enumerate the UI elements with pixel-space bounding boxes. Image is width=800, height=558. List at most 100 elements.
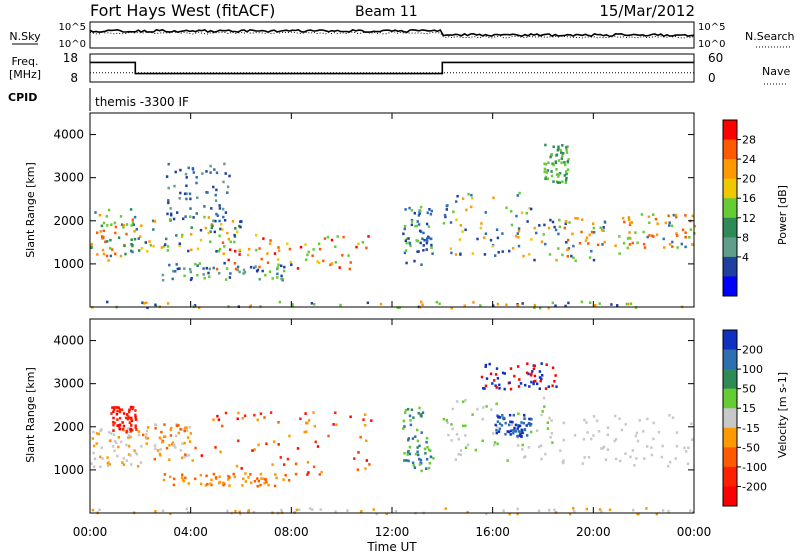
echo-cell <box>572 256 575 260</box>
echo-cell <box>239 512 242 516</box>
echo-cell <box>182 479 186 483</box>
echo-cell <box>204 484 208 487</box>
echo-cell <box>405 459 408 462</box>
echo-cell <box>289 260 292 264</box>
echo-cell <box>661 509 665 512</box>
echo-cell <box>120 408 124 412</box>
echo-cell <box>655 233 659 237</box>
echo-cell <box>407 437 410 440</box>
echo-cell <box>582 438 586 441</box>
y-tick-label: 1000 <box>53 463 84 477</box>
echo-cell <box>418 229 422 233</box>
echo-cell <box>450 423 453 426</box>
echo-cell <box>312 465 316 469</box>
echo-cell <box>179 191 182 195</box>
echo-cell <box>243 271 247 274</box>
y-tick-label: 2000 <box>53 214 84 228</box>
echo-cell <box>260 477 263 480</box>
echo-cell <box>177 424 180 427</box>
noise-sky-line <box>89 28 695 38</box>
echo-cell <box>421 303 424 306</box>
echo-cell <box>539 306 542 310</box>
echo-cell <box>117 406 120 409</box>
echo-cell <box>447 433 450 437</box>
echo-cell <box>603 240 606 244</box>
echo-cell <box>133 237 137 241</box>
echo-cell <box>282 478 285 481</box>
echo-cell <box>306 253 309 257</box>
y-tick-label: 3000 <box>53 377 84 391</box>
echo-cell <box>213 168 216 171</box>
echo-cell <box>205 170 208 173</box>
echo-cell <box>590 230 594 234</box>
echo-cell <box>226 191 229 194</box>
echo-cell <box>215 250 218 253</box>
echo-cell <box>550 432 554 435</box>
echo-cell <box>564 178 568 182</box>
echo-cell <box>550 153 553 156</box>
echo-cell <box>600 510 603 513</box>
echo-cell <box>307 250 310 254</box>
echo-cell <box>236 268 239 272</box>
echo-cell <box>228 276 232 279</box>
echo-cell <box>145 442 148 445</box>
echo-cell <box>122 427 125 431</box>
echo-cell <box>273 252 277 255</box>
echo-cell <box>504 421 507 425</box>
echo-cell <box>635 431 639 435</box>
echo-cell <box>523 413 526 417</box>
echo-cell <box>498 387 501 390</box>
echo-cell <box>555 258 558 262</box>
echo-cell <box>131 405 135 409</box>
echo-cell <box>166 212 169 216</box>
echo-cell <box>403 459 406 462</box>
echo-cell <box>168 218 172 221</box>
echo-cell <box>165 237 168 241</box>
echo-cell <box>236 265 240 269</box>
colorbar-tick-label: 100 <box>742 363 763 376</box>
echo-cell <box>165 175 169 178</box>
echo-cell <box>479 304 482 307</box>
echo-cell <box>520 429 523 432</box>
echo-cell <box>429 212 433 216</box>
echo-cell <box>602 229 605 232</box>
echo-cell <box>129 435 132 439</box>
echo-cell <box>189 278 193 282</box>
echo-cell <box>530 238 533 241</box>
echo-cell <box>183 429 186 433</box>
echo-cell <box>346 509 349 512</box>
echo-cell <box>116 424 119 427</box>
echo-cell <box>172 217 176 221</box>
colorbar-swatch <box>723 198 737 219</box>
echo-cell <box>464 424 467 428</box>
echo-cell <box>629 455 632 459</box>
echo-cell <box>96 231 99 235</box>
echo-cell <box>471 413 474 416</box>
echo-cell <box>235 464 239 468</box>
echo-cell <box>313 303 316 306</box>
echo-cell <box>222 215 225 219</box>
echo-cell <box>185 426 188 429</box>
echo-cell <box>560 157 563 160</box>
echo-cell <box>646 235 649 239</box>
echo-cell <box>511 247 515 250</box>
echo-cell <box>521 443 524 447</box>
echo-cell <box>562 459 565 462</box>
date-label: 15/Mar/2012 <box>599 2 695 20</box>
echo-cell <box>618 235 621 238</box>
echo-cell <box>274 473 277 476</box>
echo-cell <box>311 254 314 257</box>
echo-cell <box>178 197 181 200</box>
echo-cell <box>508 249 511 253</box>
echo-cell <box>610 303 613 306</box>
echo-cell <box>149 243 152 247</box>
echo-cell <box>191 459 194 462</box>
echo-cell <box>596 243 600 247</box>
echo-cell <box>187 482 190 485</box>
echo-cell <box>565 170 568 173</box>
echo-cell <box>306 473 309 476</box>
echo-cell <box>185 184 188 188</box>
echo-cell <box>146 436 150 440</box>
echo-cell <box>135 228 138 231</box>
echo-cell <box>290 263 293 267</box>
